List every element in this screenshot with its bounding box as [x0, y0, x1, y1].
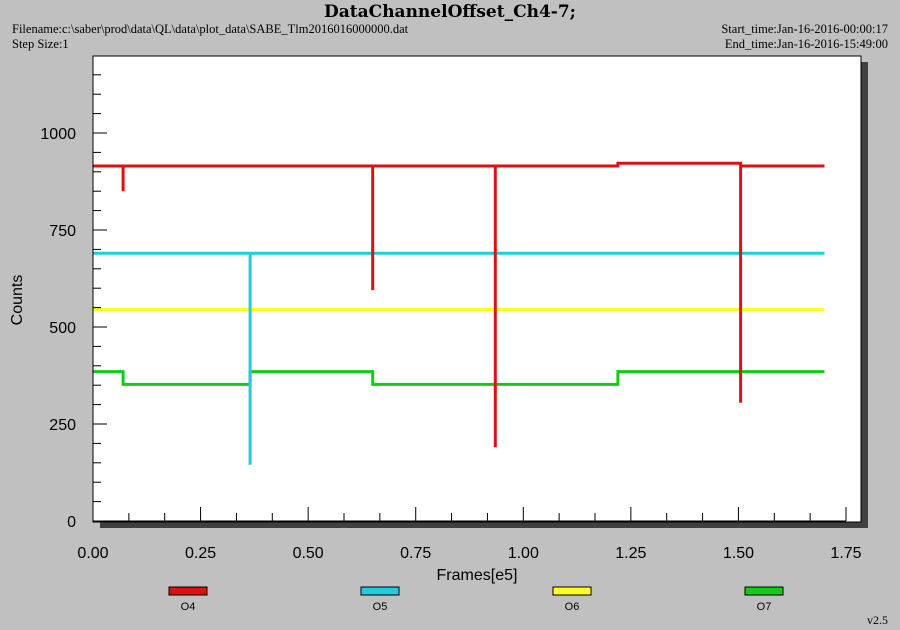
x-tick-label: 1.50	[723, 545, 754, 562]
series-line-o7	[93, 370, 825, 386]
y-tick-label: 500	[49, 320, 76, 337]
y-tick-label: 750	[49, 223, 76, 240]
x-tick-label: 0.75	[400, 545, 431, 562]
series-line-o5	[93, 251, 825, 465]
series-line-o4	[93, 161, 825, 448]
series-layer	[93, 161, 825, 465]
end-time-label: End_time:Jan-16-2016-15:49:00	[724, 37, 888, 51]
axis-layer: 0.00 0.25 0.50 0.75 1.00 1.25 1.50 1.75 0 250 500 7…	[40, 56, 862, 562]
y-tick-label: 0	[67, 514, 76, 531]
legend-label-o7: O7	[757, 601, 772, 613]
start-time-label: Start_time:Jan-16-2016-00:00:17	[721, 22, 888, 36]
x-tick-label: 0.50	[293, 545, 324, 562]
legend-label-o6: O6	[565, 601, 580, 613]
legend: O4 O5 O6 O7	[168, 586, 784, 613]
x-axis-label: Frames[e5]	[437, 567, 518, 584]
chart-title: DataChannelOffset_Ch4-7;	[324, 2, 576, 22]
legend-label-o5: O5	[373, 601, 388, 613]
x-tick-label: 1.00	[508, 545, 539, 562]
legend-label-o4: O4	[181, 601, 196, 613]
step-size-label: Step Size:1	[12, 37, 69, 51]
legend-swatch-o7	[744, 586, 784, 596]
legend-swatch-o6	[552, 586, 592, 596]
y-axis-label: Counts	[9, 275, 26, 326]
filename-label: Filename:c:\saber\prod\data\QL\data\plot…	[12, 22, 409, 36]
legend-swatch-o5	[360, 586, 400, 596]
x-tick-label: 0.25	[185, 545, 216, 562]
version-label: v2.5	[867, 613, 888, 627]
x-tick-label: 1.25	[615, 545, 646, 562]
x-tick-label: 1.75	[830, 545, 861, 562]
x-tick-label: 0.00	[77, 545, 108, 562]
legend-swatch-o4	[168, 586, 208, 596]
plot-area	[92, 55, 862, 523]
y-tick-label: 250	[49, 417, 76, 434]
y-tick-label: 1000	[40, 126, 76, 143]
